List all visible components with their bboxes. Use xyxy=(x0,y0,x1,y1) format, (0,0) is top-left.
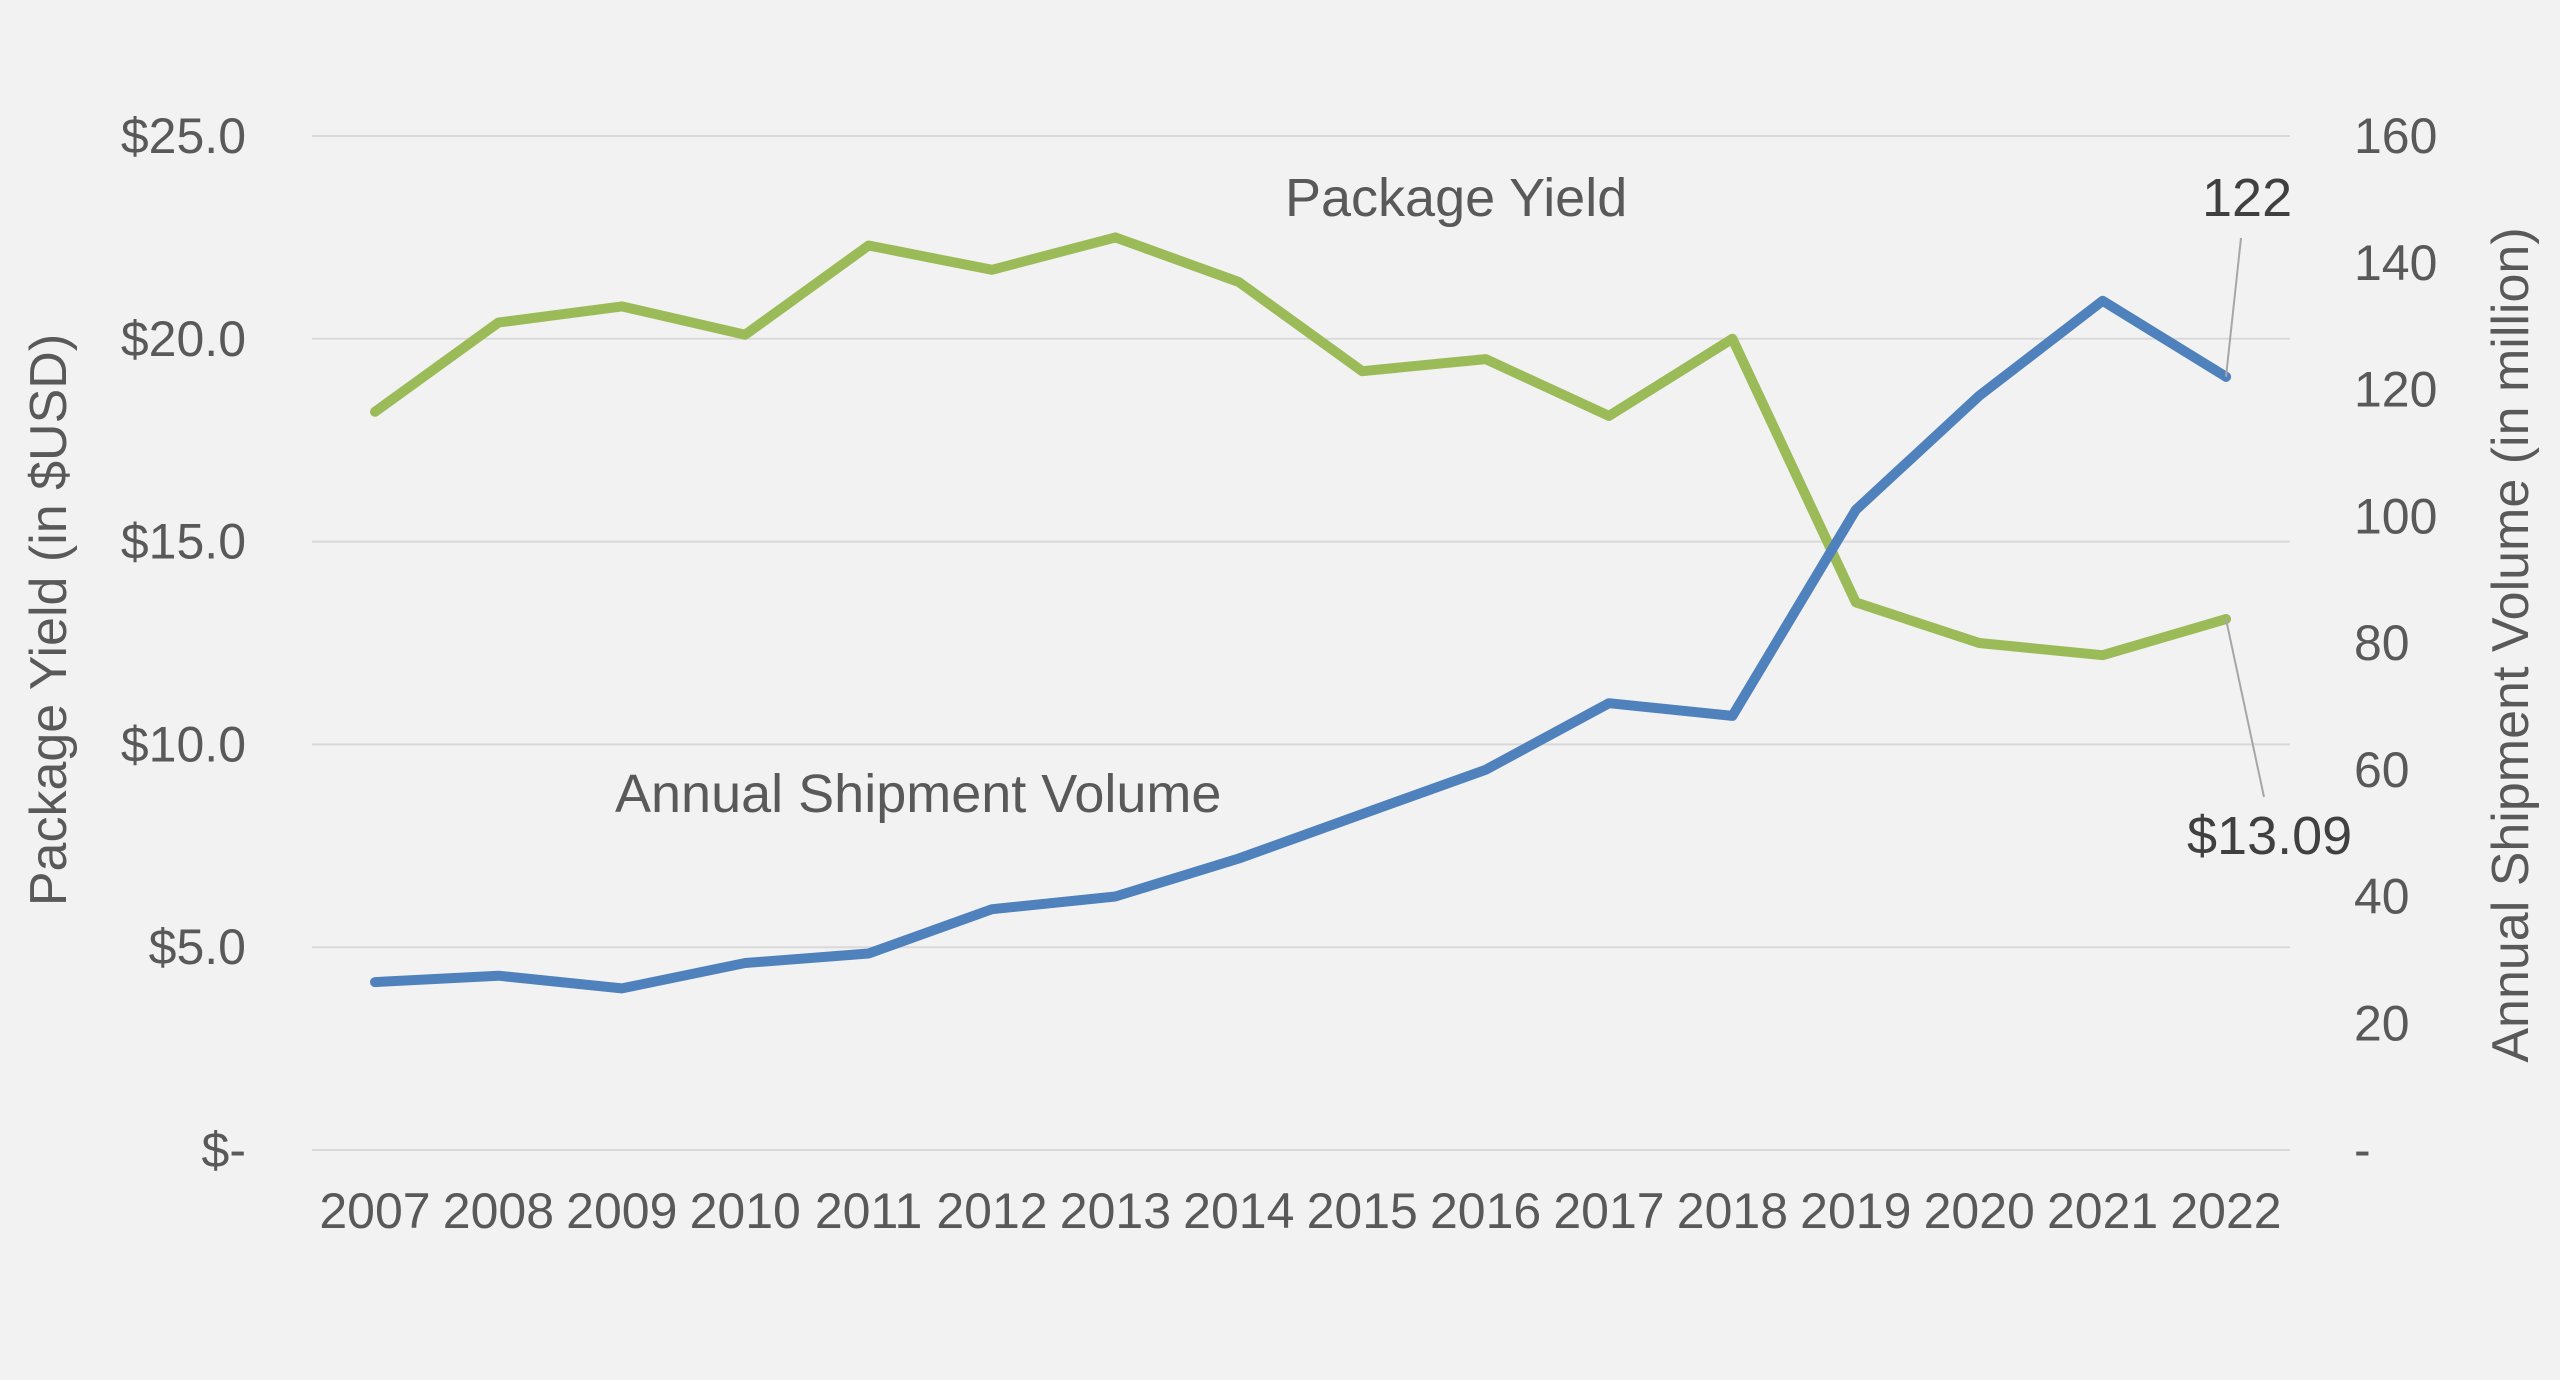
x-tick-label: 2021 xyxy=(2047,1183,2158,1239)
x-tick-label: 2015 xyxy=(1307,1183,1418,1239)
x-tick-label: 2010 xyxy=(690,1183,801,1239)
left-tick-label: $- xyxy=(202,1122,246,1178)
right-tick-label: - xyxy=(2354,1122,2371,1178)
x-tick-label: 2009 xyxy=(566,1183,677,1239)
x-tick-label: 2014 xyxy=(1183,1183,1294,1239)
right-tick-label: 80 xyxy=(2354,615,2410,671)
x-tick-label: 2019 xyxy=(1800,1183,1911,1239)
leader-line-yield xyxy=(2225,618,2265,798)
x-tick-label: 2008 xyxy=(443,1183,554,1239)
right-axis-ticks: - 20 40 60 80 100 120 140 160 xyxy=(2354,108,2437,1178)
right-tick-label: 20 xyxy=(2354,995,2410,1051)
right-tick-label: 120 xyxy=(2354,362,2437,418)
gridlines xyxy=(312,135,2290,1151)
left-tick-label: $5.0 xyxy=(149,919,246,975)
x-tick-label: 2011 xyxy=(815,1183,923,1239)
x-tick-label: 2022 xyxy=(2170,1183,2281,1239)
x-tick-label: 2016 xyxy=(1430,1183,1541,1239)
x-tick-label: 2007 xyxy=(319,1183,430,1239)
left-tick-label: $25.0 xyxy=(121,108,246,164)
leader-line-volume xyxy=(2225,237,2242,377)
right-tick-label: 160 xyxy=(2354,108,2437,164)
right-axis-title: Annual Shipment Volume (in million) xyxy=(2482,227,2540,1062)
left-tick-label: $10.0 xyxy=(121,716,246,772)
right-tick-label: 140 xyxy=(2354,235,2437,291)
x-tick-label: 2017 xyxy=(1553,1183,1664,1239)
right-tick-label: 40 xyxy=(2354,869,2410,925)
left-axis-title: Package Yield (in $USD) xyxy=(20,334,78,906)
data-label-volume-2022: 122 xyxy=(2202,168,2292,228)
x-tick-label: 2013 xyxy=(1060,1183,1171,1239)
right-tick-label: 60 xyxy=(2354,742,2410,798)
left-tick-label: $15.0 xyxy=(121,514,246,570)
x-tick-label: 2018 xyxy=(1677,1183,1788,1239)
series-lines xyxy=(370,232,2231,994)
left-tick-label: $20.0 xyxy=(121,311,246,367)
data-label-yield-2022: $13.09 xyxy=(2187,806,2352,866)
series-line-package-yield xyxy=(370,232,2231,661)
x-tick-label: 2020 xyxy=(1924,1183,2035,1239)
series-line-annual-shipment-volume xyxy=(370,295,2231,994)
x-axis-ticks: 2007 2008 2009 2010 2011 2012 2013 2014 2015 2016… xyxy=(319,1183,2281,1239)
left-axis-ticks: $- $5.0 $10.0 $15.0 $20.0 $25.0 xyxy=(121,108,246,1178)
x-tick-label: 2012 xyxy=(936,1183,1047,1239)
series-label-annual-shipment-volume: Annual Shipment Volume xyxy=(615,764,1221,824)
right-tick-label: 100 xyxy=(2354,488,2437,544)
series-label-package-yield: Package Yield xyxy=(1285,168,1627,228)
